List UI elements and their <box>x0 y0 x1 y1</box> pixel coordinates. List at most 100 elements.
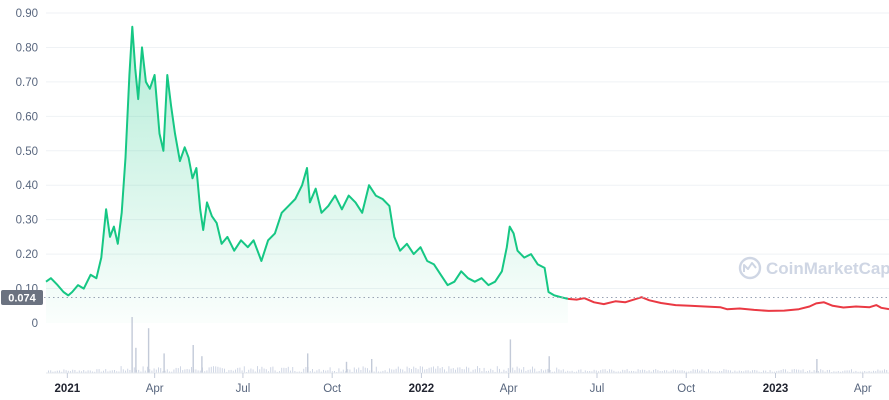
volume-bar <box>219 367 221 373</box>
volume-bar <box>679 370 681 373</box>
current-price-label: 0.074 <box>8 293 36 305</box>
volume-bar <box>59 370 60 373</box>
volume-bar <box>798 369 800 373</box>
volume-bar <box>851 369 852 373</box>
volume-bar <box>822 370 824 373</box>
volume-bar <box>67 370 69 373</box>
x-tick-label: Apr <box>146 383 164 395</box>
volume-bar <box>884 369 885 373</box>
volume-bar <box>215 366 217 373</box>
volume-bar <box>600 370 602 373</box>
volume-bar <box>606 370 608 373</box>
volume-bar <box>580 369 582 373</box>
volume-bar <box>644 369 646 373</box>
volume-bar <box>426 369 428 373</box>
volume-bar <box>719 370 720 373</box>
volume-bar <box>543 370 544 373</box>
volume-bar <box>589 371 591 373</box>
volume-bar <box>573 371 575 373</box>
volume-bar <box>562 369 564 373</box>
volume-bar <box>732 371 734 373</box>
volume-spike <box>816 359 818 373</box>
volume-bar <box>712 371 714 373</box>
volume-bar <box>595 370 597 373</box>
volume-bar <box>609 369 610 373</box>
volume-bar <box>617 371 619 373</box>
volume-bar <box>320 371 322 373</box>
volume-bar <box>776 371 778 373</box>
volume-bar <box>835 371 837 373</box>
volume-bar <box>758 371 760 373</box>
volume-bar <box>631 370 632 373</box>
volume-bar <box>419 366 421 373</box>
volume-bar <box>855 370 857 373</box>
volume-bar <box>615 371 617 373</box>
volume-bar <box>481 371 483 373</box>
volume-bar <box>516 366 518 373</box>
volume-bar <box>683 370 685 373</box>
volume-bar <box>490 368 492 373</box>
volume-bar <box>323 369 324 373</box>
volume-bar <box>182 370 184 373</box>
volume-bar <box>232 370 234 373</box>
volume-bar <box>116 371 118 373</box>
volume-bar <box>505 370 507 373</box>
volume-bar <box>807 371 808 373</box>
volume-bar <box>360 370 362 373</box>
volume-bar <box>604 369 606 373</box>
volume-bar <box>785 369 786 373</box>
price-lines <box>45 25 889 312</box>
volume-bar <box>492 370 494 373</box>
volume-bar <box>129 370 131 373</box>
volume-bar <box>461 369 463 373</box>
volume-bar <box>690 370 692 373</box>
volume-bar <box>48 370 49 373</box>
volume-bar <box>474 369 476 373</box>
volume-bar <box>164 370 166 373</box>
volume-bar <box>393 369 395 373</box>
volume-bar <box>496 366 498 373</box>
volume-bar <box>329 367 331 373</box>
volume-bar <box>886 370 888 373</box>
x-tick-label: 2022 <box>409 383 435 395</box>
volume-bar <box>133 367 135 373</box>
volume-bar <box>485 371 487 373</box>
volume-bar <box>384 370 386 373</box>
volume-bar <box>633 371 635 373</box>
volume-bar <box>158 367 159 373</box>
volume-bar <box>439 368 441 373</box>
volume-bar <box>270 367 272 373</box>
volume-bar <box>422 366 423 373</box>
volume-bar <box>318 369 320 373</box>
volume-bar <box>818 371 819 373</box>
volume-bar <box>765 370 767 373</box>
volume-bar <box>697 369 698 373</box>
volume-bar <box>813 370 815 373</box>
volume-bar <box>177 368 179 373</box>
volume-bar <box>334 371 335 373</box>
volume-bar <box>430 367 432 373</box>
volume-bar <box>811 371 813 373</box>
volume-bar <box>316 370 318 373</box>
volume-bar <box>127 368 129 373</box>
volume-bar <box>771 371 773 373</box>
volume-bar <box>206 370 208 373</box>
volume-bar <box>250 368 252 373</box>
volume-bar <box>688 371 690 373</box>
volume-bar <box>309 371 311 373</box>
volume-bar <box>692 369 694 373</box>
volume-bar <box>204 371 206 373</box>
volume-bar <box>105 369 107 373</box>
volume-bar <box>375 366 377 373</box>
volume-bar <box>195 369 197 373</box>
volume-bar <box>353 367 355 373</box>
coinmarketcap-logo-icon <box>738 256 762 280</box>
volume-bar <box>382 370 384 373</box>
volume-bar <box>144 370 146 373</box>
volume-bar <box>686 371 687 373</box>
volume-bar <box>536 371 538 373</box>
volume-bar <box>292 367 294 373</box>
volume-bar <box>879 370 881 373</box>
volume-bar <box>521 369 522 373</box>
